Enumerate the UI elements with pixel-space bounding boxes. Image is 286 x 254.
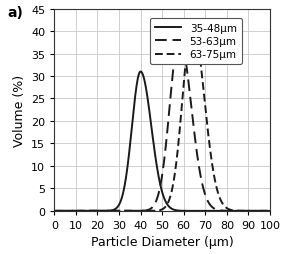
Y-axis label: Volume (%): Volume (%) <box>13 74 26 146</box>
Text: a): a) <box>7 6 23 20</box>
X-axis label: Particle Diameter (μm): Particle Diameter (μm) <box>91 235 233 248</box>
Legend: 35-48μm, 53-63μm, 63-75μm: 35-48μm, 53-63μm, 63-75μm <box>150 19 242 65</box>
